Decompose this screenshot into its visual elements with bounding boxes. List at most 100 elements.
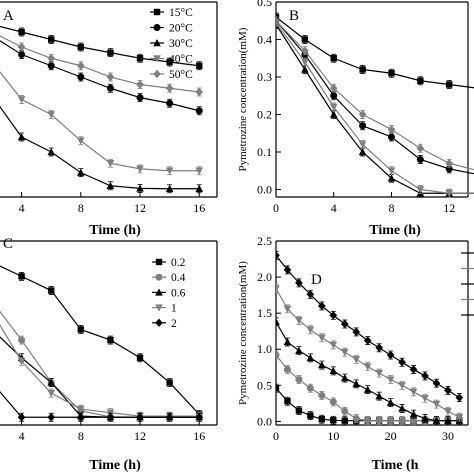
data-point	[17, 413, 26, 422]
series-5	[276, 16, 474, 171]
data-point	[444, 386, 452, 395]
data-point	[106, 413, 115, 422]
data-point	[432, 378, 441, 388]
legend-marker	[153, 69, 161, 79]
legend-item: 15°C	[150, 7, 193, 19]
legend-label: 50°C	[169, 69, 193, 81]
legend-marker	[153, 39, 161, 47]
legend-marker	[155, 258, 163, 266]
legend-marker	[155, 304, 163, 312]
x-tick-label: 16	[193, 201, 205, 215]
data-point	[387, 174, 396, 182]
data-point	[136, 165, 144, 173]
x-axis-label: Time (h)	[89, 458, 141, 473]
data-point	[295, 407, 303, 414]
y-axis-label: Pymetrozine concentration(mM)	[237, 27, 249, 171]
data-point	[307, 412, 314, 419]
data-point	[276, 16, 280, 25]
data-point	[47, 378, 56, 386]
x-axis-label: Time (h)	[89, 223, 141, 238]
panel-b: 0 4 8 12 0.0 0.1 0.2 0.3 0.4 0.5 Time (h) Pymetrozi…	[237, 0, 474, 238]
data-point	[301, 65, 309, 73]
data-point	[329, 103, 338, 111]
data-point	[283, 305, 292, 313]
data-point	[48, 287, 55, 294]
data-point	[77, 61, 85, 70]
data-point	[165, 84, 174, 93]
data-point	[195, 107, 203, 115]
data-point	[341, 417, 348, 424]
series-1	[0, 25, 203, 71]
x-tick-label: 10	[327, 429, 339, 443]
legend-item: 0.4	[152, 272, 186, 284]
legend-label: 1	[171, 303, 177, 315]
data-point	[387, 417, 395, 425]
data-point	[445, 159, 454, 168]
y-tick-label: 0.0	[257, 414, 272, 428]
data-point	[329, 311, 338, 320]
series-line	[276, 255, 460, 399]
data-point	[409, 365, 418, 374]
data-point	[363, 336, 372, 345]
data-point	[364, 417, 372, 425]
data-point	[306, 290, 315, 299]
x-tick-label: 30	[442, 429, 454, 443]
data-point	[329, 110, 338, 118]
series-5	[276, 251, 464, 402]
y-tick-label: 1.5	[257, 306, 272, 320]
data-point	[18, 28, 25, 36]
data-point	[409, 388, 418, 396]
data-point	[352, 356, 361, 364]
data-point	[166, 99, 174, 107]
data-point	[387, 167, 396, 175]
legend-label: 20°C	[169, 23, 193, 35]
data-point	[416, 156, 424, 163]
panel-letter: C	[3, 236, 13, 252]
data-point	[195, 87, 204, 97]
panel-letter: A	[3, 8, 14, 24]
data-point	[387, 125, 396, 134]
series-4	[276, 284, 464, 422]
data-point	[276, 351, 280, 359]
data-point	[47, 148, 56, 156]
data-point	[421, 371, 429, 381]
data-point	[18, 273, 25, 280]
x-tick-label: 4	[331, 201, 337, 215]
y-tick-label: 0.5	[257, 0, 272, 9]
plot-area	[0, 25, 204, 194]
data-point	[416, 144, 425, 153]
series-5	[0, 390, 204, 422]
legend-label: 0.4	[171, 272, 186, 284]
x-tick-label: 0	[273, 201, 279, 215]
x-tick-label: 0	[273, 429, 279, 443]
data-point	[107, 49, 114, 56]
data-point	[77, 168, 85, 176]
data-point	[136, 413, 144, 422]
y-tick-label: 0.3	[257, 70, 272, 84]
data-point	[386, 398, 395, 406]
data-point	[106, 181, 115, 189]
data-point	[301, 46, 309, 55]
legend-item: 50°C	[150, 69, 193, 81]
data-point	[446, 81, 453, 88]
data-point	[276, 385, 280, 392]
legend-label: 30°C	[169, 38, 193, 50]
plot-area	[276, 251, 464, 426]
data-point	[432, 400, 441, 409]
data-point	[301, 36, 309, 43]
data-point	[77, 43, 85, 51]
series-4	[276, 18, 474, 198]
data-point	[47, 62, 55, 70]
legend-marker	[153, 24, 161, 31]
data-point	[416, 186, 425, 194]
data-point	[375, 343, 383, 352]
data-point	[136, 184, 144, 192]
y-tick-label: 0.4	[257, 33, 272, 47]
x-tick-label: 12	[134, 429, 146, 443]
data-point	[444, 408, 452, 416]
data-point	[398, 404, 406, 412]
data-point	[48, 36, 55, 43]
x-tick-label: 4	[19, 201, 25, 215]
y-tick-label: 0.1	[257, 145, 272, 159]
data-point	[363, 363, 372, 371]
